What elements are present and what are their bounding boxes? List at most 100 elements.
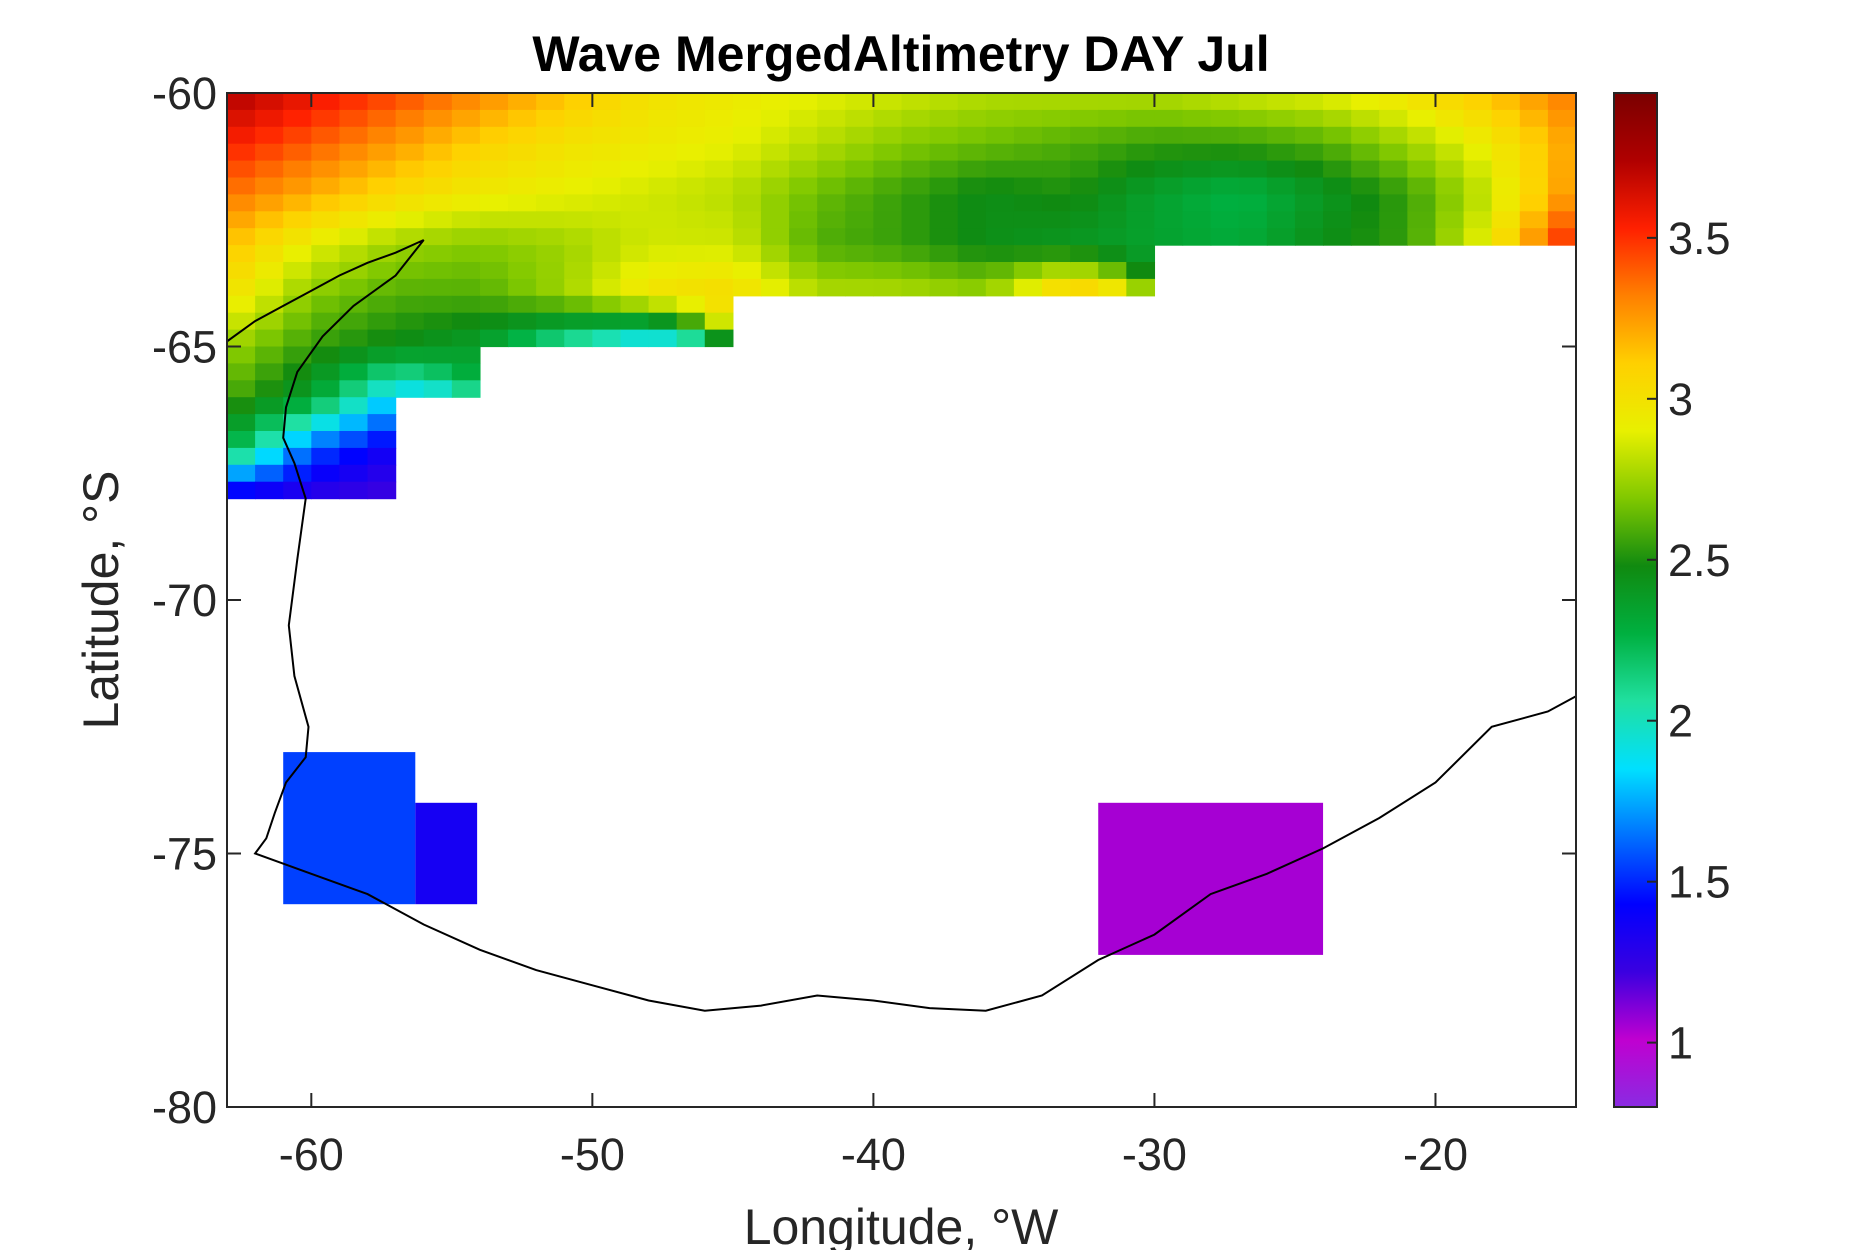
field-cell: [648, 109, 678, 128]
field-cell: [620, 143, 650, 162]
field-cell: [704, 278, 734, 297]
field-cell: [845, 228, 874, 246]
field-cell: [479, 211, 509, 229]
field-cell: [1042, 160, 1071, 179]
field-cell: [423, 177, 453, 195]
field-cell: [255, 211, 284, 229]
field-cell: [732, 194, 762, 212]
field-cell: [283, 228, 312, 246]
field-cell: [395, 177, 425, 195]
field-cell: [1126, 245, 1156, 263]
field-cell: [985, 228, 1015, 246]
field-cell: [1547, 228, 1576, 246]
field-cell: [1266, 126, 1296, 145]
field-cell: [479, 228, 509, 246]
field-cell: [479, 93, 509, 111]
field-cell: [479, 312, 509, 331]
field-cell: [1098, 278, 1127, 297]
field-cell: [1379, 211, 1408, 229]
field-cell: [1491, 177, 1521, 195]
field-cell: [255, 262, 284, 280]
field-cell: [1547, 177, 1576, 195]
field-cell: [732, 262, 762, 280]
field-cell: [283, 481, 312, 500]
field-cell: [592, 109, 622, 128]
field-cell: [1491, 109, 1521, 128]
field-cell: [1154, 194, 1184, 212]
field-cell: [367, 329, 397, 348]
field-cell: [367, 211, 397, 229]
field-cell: [873, 109, 903, 128]
field-cell: [1519, 93, 1549, 111]
field-cell: [479, 109, 509, 128]
field-cell: [311, 397, 341, 415]
field-cell: [311, 414, 341, 432]
field-cell: [451, 228, 481, 246]
field-cell: [1547, 93, 1576, 111]
field-cell: [283, 431, 312, 449]
field-cell: [283, 126, 312, 145]
field-cell: [423, 329, 453, 348]
field-cell: [1294, 93, 1324, 111]
field-cell: [255, 228, 284, 246]
field-cell: [929, 194, 959, 212]
field-cell: [395, 109, 425, 128]
field-cell: [1013, 126, 1043, 145]
field-cell: [1323, 93, 1352, 111]
field-cell: [957, 211, 987, 229]
field-cell: [1435, 143, 1465, 162]
x-tick-label: -50: [560, 1129, 625, 1180]
field-cell: [985, 177, 1015, 195]
field-cell: [901, 93, 931, 111]
field-cell: [227, 312, 256, 331]
field-cell: [1126, 143, 1156, 162]
field-cell: [451, 245, 481, 263]
field-cell: [929, 245, 959, 263]
field-cell: [339, 160, 369, 179]
field-cell: [1547, 126, 1576, 145]
field-cell: [817, 194, 846, 212]
field-cell: [536, 278, 565, 297]
field-cell: [367, 228, 397, 246]
field-cell: [676, 177, 706, 195]
field-cell: [564, 211, 593, 229]
field-cell: [1154, 143, 1184, 162]
field-cell: [1547, 194, 1576, 212]
field-cell: [1407, 143, 1437, 162]
field-cell: [817, 126, 846, 145]
field-cell: [367, 431, 397, 449]
field-cell: [367, 481, 397, 500]
field-cell: [1547, 109, 1576, 128]
field-cell: [1379, 143, 1408, 162]
field-cell: [1013, 109, 1043, 128]
field-cell: [1379, 160, 1408, 179]
field-cell: [1547, 211, 1576, 229]
field-cell: [1294, 143, 1324, 162]
field-cell: [1182, 177, 1212, 195]
field-cell: [957, 278, 987, 297]
field-cell: [985, 93, 1015, 111]
field-cell: [1042, 93, 1071, 111]
field-cell: [1154, 228, 1184, 246]
field-cell: [283, 295, 312, 314]
field-cell: [283, 447, 312, 466]
field-cell: [592, 160, 622, 179]
field-cell: [451, 346, 481, 364]
field-cell: [760, 194, 790, 212]
y-axis-label: Latitude, °S: [73, 470, 129, 729]
field-cell: [1407, 194, 1437, 212]
field-cell: [311, 194, 341, 212]
field-cell: [451, 177, 481, 195]
field-cell: [957, 160, 987, 179]
field-cell: [423, 278, 453, 297]
field-cell: [873, 126, 903, 145]
field-cell: [592, 177, 622, 195]
field-cell: [648, 93, 678, 111]
field-cell: [1013, 262, 1043, 280]
field-cell: [1042, 211, 1071, 229]
field-cell: [367, 160, 397, 179]
field-cell: [1491, 143, 1521, 162]
field-cell: [227, 431, 256, 449]
x-axis-label: Longitude, °W: [744, 1199, 1059, 1250]
field-cell: [1070, 211, 1099, 229]
